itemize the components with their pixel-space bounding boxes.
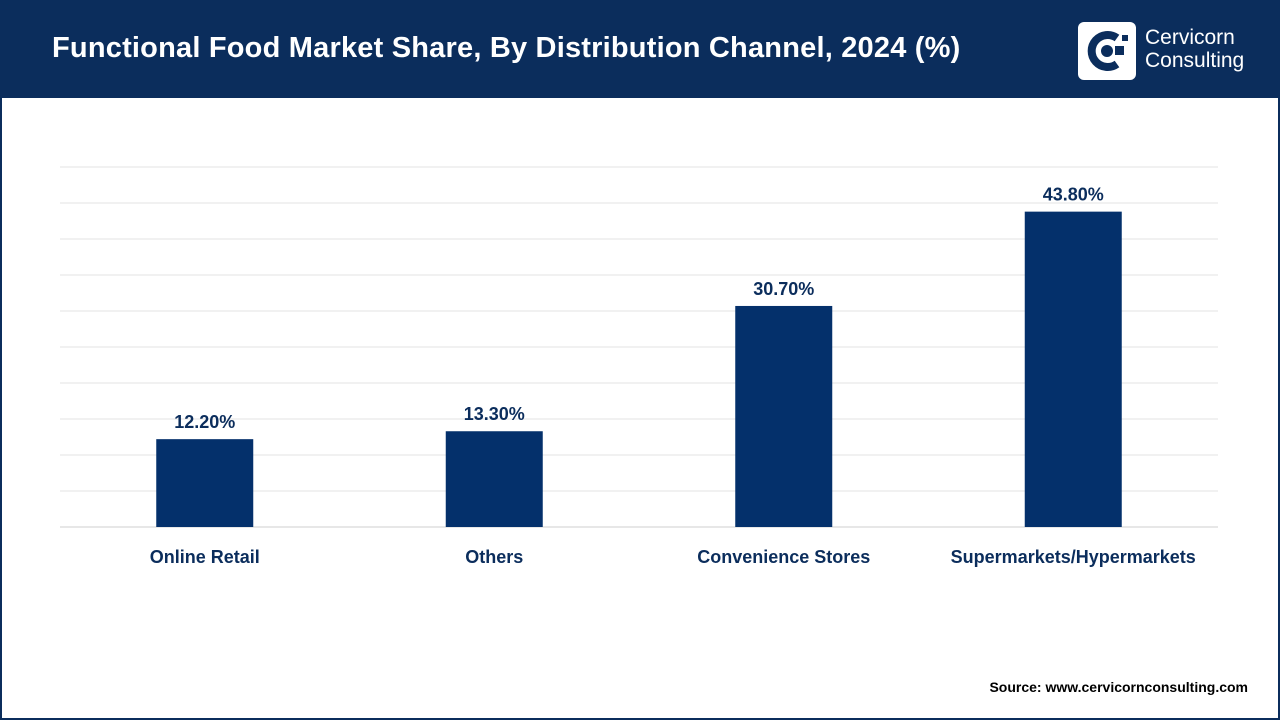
category-labels: Online Retail Others Convenience Stores Sup… (150, 547, 1196, 567)
bar-1 (445, 431, 543, 527)
category-label-0: Online Retail (150, 547, 260, 567)
brand-line-1: Cervicorn (1145, 26, 1235, 49)
bar-0 (156, 439, 254, 527)
category-label-1: Others (465, 547, 523, 567)
chart-title: Functional Food Market Share, By Distrib… (52, 32, 961, 64)
category-label-2: Convenience Stores (697, 547, 870, 567)
data-labels: 12.20% 13.30% 30.70% 43.80% (174, 185, 1104, 433)
brand-line-2: Consulting (1145, 49, 1245, 72)
data-label-3: 43.80% (1043, 185, 1104, 205)
brand-name: Cervicorn Consulting (1145, 26, 1244, 72)
bar-2 (735, 305, 833, 527)
category-label-3: Supermarkets/Hypermarkets (951, 547, 1196, 567)
bars (156, 211, 1122, 527)
source-note: Source: www.cervicornconsulting.com (989, 679, 1248, 695)
data-label-2: 30.70% (753, 279, 814, 299)
data-label-1: 13.30% (464, 404, 525, 424)
bar-3 (1024, 211, 1122, 527)
header-bar: Functional Food Market Share, By Distrib… (2, 2, 1278, 98)
data-label-0: 12.20% (174, 412, 235, 432)
cervicorn-logo-icon (1078, 22, 1136, 80)
